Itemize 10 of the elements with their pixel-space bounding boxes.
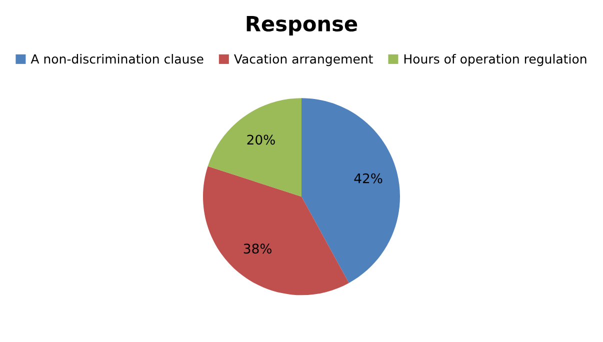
chart-title: Response xyxy=(246,16,358,36)
legend-label: A non-discrimination clause xyxy=(30,54,204,64)
data-label: 38% xyxy=(244,244,272,254)
pie-slice xyxy=(208,98,302,197)
legend-label: Vacation arrangement xyxy=(234,54,373,66)
pie-slice xyxy=(203,166,349,296)
legend-label: Hours of operation regulation xyxy=(404,54,586,66)
pie-slice xyxy=(302,98,400,283)
data-label: 42% xyxy=(354,173,382,184)
data-label: 20% xyxy=(247,134,275,145)
